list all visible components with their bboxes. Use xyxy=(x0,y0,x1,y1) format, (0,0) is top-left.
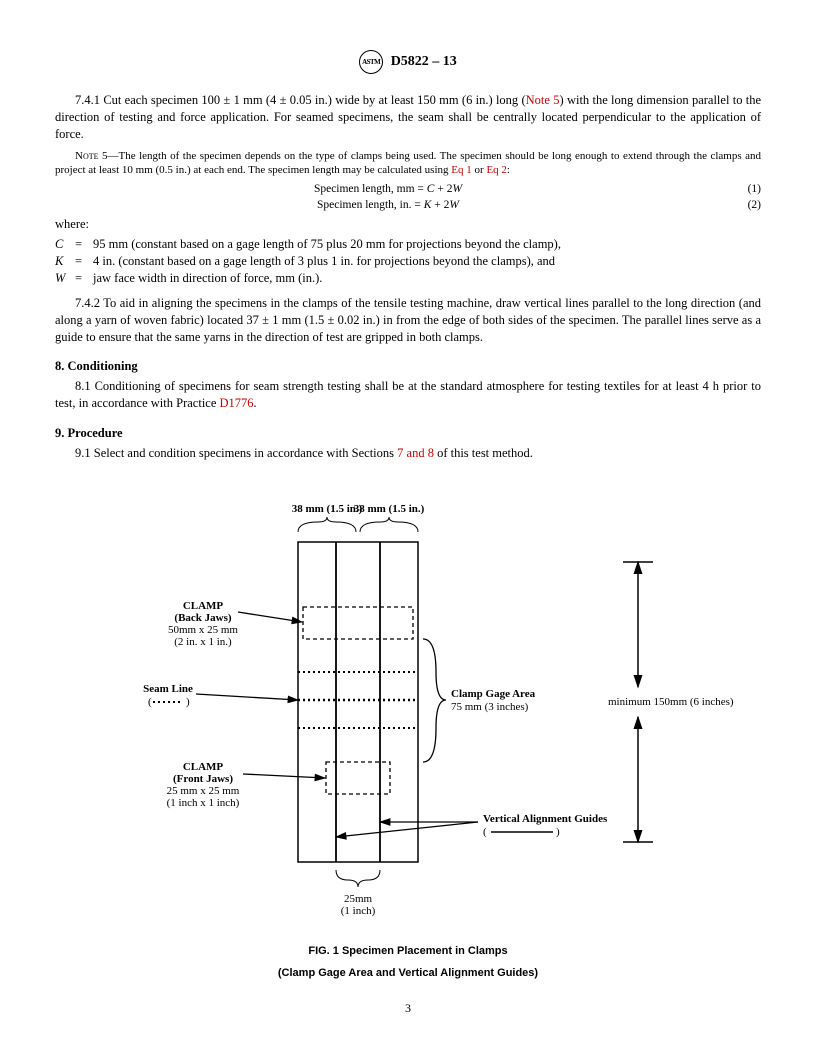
where-row-c: C = 95 mm (constant based on a gage leng… xyxy=(55,236,761,253)
where-def: jaw face width in direction of force, mm… xyxy=(93,270,761,287)
top-braces: 38 mm (1.5 in.) 38 mm (1.5 in.) xyxy=(292,503,425,532)
svg-text:25mm: 25mm xyxy=(344,893,373,905)
svg-text:25 mm x 25 mm: 25 mm x 25 mm xyxy=(167,785,240,797)
para-text: Cut each specimen 100 ± 1 mm (4 ± 0.05 i… xyxy=(103,93,525,107)
note-5: Note 5—The length of the specimen depend… xyxy=(55,149,761,178)
svg-text:(Front Jaws): (Front Jaws) xyxy=(173,773,233,785)
gage-brace: Clamp Gage Area 75 mm (3 inches) xyxy=(423,639,536,762)
para-text: 8.1 Conditioning of specimens for seam s… xyxy=(55,379,761,410)
note-label: Note 5— xyxy=(75,150,119,162)
svg-text:minimum 150mm (6 inches): minimum 150mm (6 inches) xyxy=(608,696,734,708)
back-clamp-label: CLAMP (Back Jaws) 50mm x 25 mm (2 in. x … xyxy=(168,600,302,648)
min-length-arrow: minimum 150mm (6 inches) xyxy=(608,562,734,842)
width-38-a: 38 mm (1.5 in.) xyxy=(292,503,363,515)
para-9-1: 9.1 Select and condition specimens in ac… xyxy=(55,445,761,462)
para-7-4-1: 7.4.1 Cut each specimen 100 ± 1 mm (4 ± … xyxy=(55,92,761,143)
front-clamp-label: CLAMP (Front Jaws) 25 mm x 25 mm (1 inch… xyxy=(167,761,325,809)
where-sym: K xyxy=(55,253,75,270)
svg-text:): ) xyxy=(556,826,560,838)
note5-ref-link[interactable]: Note 5 xyxy=(526,93,560,107)
where-row-w: W = jaw face width in direction of force… xyxy=(55,270,761,287)
note-text: The length of the specimen depends on th… xyxy=(55,150,761,176)
para-num: 7.4.2 xyxy=(75,296,100,310)
svg-text:(: ( xyxy=(483,826,487,838)
para-text: To aid in aligning the specimens in the … xyxy=(55,296,761,344)
svg-text:Vertical Alignment Guides: Vertical Alignment Guides xyxy=(483,813,608,825)
svg-text:75 mm (3 inches): 75 mm (3 inches) xyxy=(451,701,529,713)
note-colon: : xyxy=(507,164,510,176)
designation: D5822 – 13 xyxy=(391,54,457,69)
bottom-brace: 25mm (1 inch) xyxy=(336,870,380,917)
where-eq: = xyxy=(75,236,93,253)
figure-1: 38 mm (1.5 in.) 38 mm (1.5 in.) CLAMP (B… xyxy=(55,502,761,981)
para-7-4-2: 7.4.2 To aid in aligning the specimens i… xyxy=(55,295,761,346)
para-text: 9.1 Select and condition specimens in ac… xyxy=(75,446,397,460)
svg-text:(: ( xyxy=(148,696,152,708)
equation-2-num: (2) xyxy=(721,199,761,211)
page-header: ASTM D5822 – 13 xyxy=(55,50,761,74)
equation-2-row: Specimen length, in. = K + 2W (2) xyxy=(55,199,761,211)
svg-text:(1 inch): (1 inch) xyxy=(341,905,376,917)
where-def: 4 in. (constant based on a gage length o… xyxy=(93,253,761,270)
figure-1-svg: 38 mm (1.5 in.) 38 mm (1.5 in.) CLAMP (B… xyxy=(78,502,738,932)
svg-text:50mm x 25 mm: 50mm x 25 mm xyxy=(168,624,238,636)
where-eq: = xyxy=(75,253,93,270)
eq2-ref-link[interactable]: Eq 2 xyxy=(486,164,506,176)
eq1-ref-link[interactable]: Eq 1 xyxy=(451,164,471,176)
equation-2-text: Specimen length, in. = K + 2W xyxy=(55,199,721,211)
equation-1-text: Specimen length, mm = C + 2W xyxy=(55,183,721,195)
svg-text:(1 inch x 1 inch): (1 inch x 1 inch) xyxy=(167,797,240,809)
where-sym: W xyxy=(55,270,75,287)
svg-text:): ) xyxy=(186,696,190,708)
where-sym: C xyxy=(55,236,75,253)
where-label: where: xyxy=(55,217,761,232)
where-def: 95 mm (constant based on a gage length o… xyxy=(93,236,761,253)
seam-lines xyxy=(298,672,418,728)
seam-line-label: Seam Line ( ) xyxy=(143,683,298,708)
equation-1-row: Specimen length, mm = C + 2W (1) xyxy=(55,183,761,195)
para-text-end: of this test method. xyxy=(434,446,533,460)
svg-text:CLAMP: CLAMP xyxy=(183,600,224,612)
astm-logo: ASTM xyxy=(359,50,383,74)
para-num: 7.4.1 xyxy=(75,93,100,107)
page-number: 3 xyxy=(55,1001,761,1016)
svg-text:CLAMP: CLAMP xyxy=(183,761,224,773)
where-row-k: K = 4 in. (constant based on a gage leng… xyxy=(55,253,761,270)
figure-caption-2: (Clamp Gage Area and Vertical Alignment … xyxy=(55,966,761,980)
specimen-rect xyxy=(298,542,418,862)
d1776-ref-link[interactable]: D1776 xyxy=(220,396,254,410)
para-8-1: 8.1 Conditioning of specimens for seam s… xyxy=(55,378,761,412)
svg-text:(Back Jaws): (Back Jaws) xyxy=(174,612,231,624)
figure-caption-1: FIG. 1 Specimen Placement in Clamps xyxy=(55,944,761,958)
valign-label: Vertical Alignment Guides ( ) xyxy=(336,813,608,838)
svg-text:(2 in. x 1 in.): (2 in. x 1 in.) xyxy=(174,636,232,648)
section-8-head: 8. Conditioning xyxy=(55,359,761,374)
sec-7-8-ref-link[interactable]: 7 and 8 xyxy=(397,446,434,460)
svg-text:Seam Line: Seam Line xyxy=(143,683,193,695)
back-clamp-rect xyxy=(303,607,413,639)
where-list: C = 95 mm (constant based on a gage leng… xyxy=(55,236,761,287)
para-text-end: . xyxy=(254,396,257,410)
section-9-head: 9. Procedure xyxy=(55,426,761,441)
note-or: or xyxy=(472,164,487,176)
svg-text:Clamp Gage Area: Clamp Gage Area xyxy=(451,688,536,700)
equation-1-num: (1) xyxy=(721,183,761,195)
width-38-b: 38 mm (1.5 in.) xyxy=(354,503,425,515)
where-eq: = xyxy=(75,270,93,287)
